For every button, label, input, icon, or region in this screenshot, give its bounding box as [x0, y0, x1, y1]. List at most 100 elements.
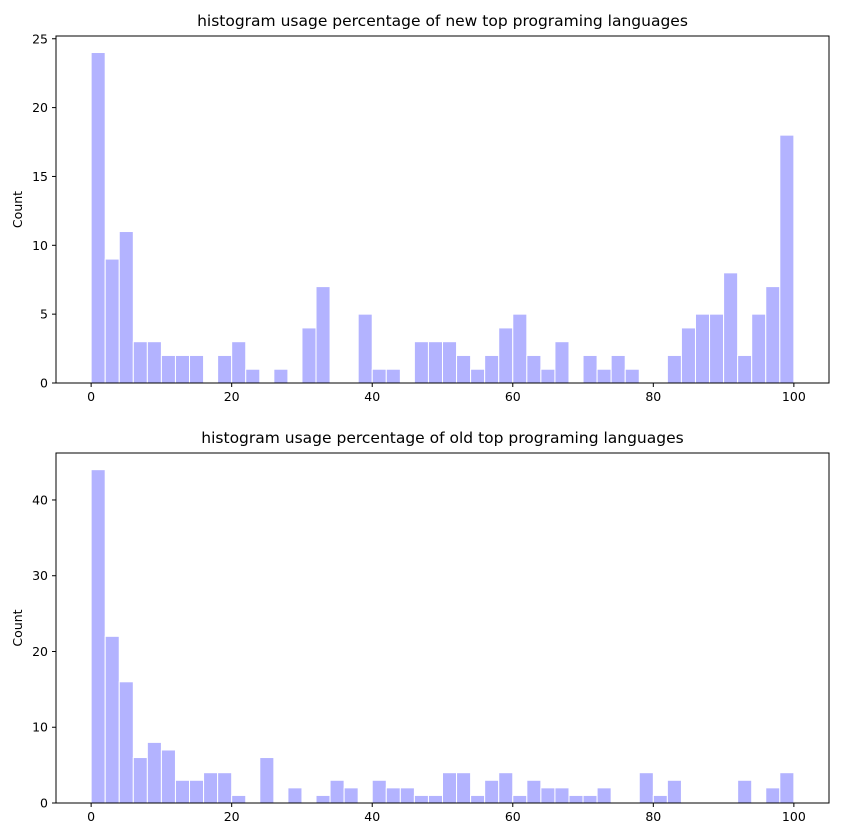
histogram-bar — [568, 794, 584, 804]
histogram-bar — [146, 741, 162, 804]
histogram-bar — [427, 794, 444, 804]
x-tick-label: 0 — [87, 809, 95, 824]
y-tick-label: 15 — [32, 169, 48, 184]
histogram-bar — [287, 787, 303, 804]
histogram-bar — [315, 794, 331, 804]
y-tick-label: 0 — [40, 376, 48, 391]
histogram-bar — [301, 327, 317, 384]
histogram-bar — [189, 354, 205, 384]
histogram-bar — [104, 635, 120, 804]
histogram-bar — [751, 313, 767, 384]
y-tick-label: 10 — [32, 238, 48, 253]
histogram-bar — [371, 368, 387, 384]
x-tick-label: 40 — [364, 389, 380, 404]
x-tick-label: 20 — [224, 389, 240, 404]
histogram-bar — [526, 354, 542, 384]
chart-title: histogram usage percentage of old top pr… — [201, 429, 683, 447]
histogram-bar — [118, 231, 134, 384]
x-tick-label: 100 — [782, 389, 806, 404]
histogram-bar — [245, 368, 261, 384]
histogram-bar — [160, 749, 176, 804]
histogram-bar — [765, 286, 781, 384]
histogram-bar — [217, 354, 233, 384]
histogram-bar — [554, 341, 570, 384]
chart-panel-new: 0 20 40 60 80 100 0 5 10 15 20 25 histogram usage pe… — [10, 12, 830, 404]
histogram-bar — [456, 354, 472, 384]
y-tick-label: 40 — [32, 492, 48, 507]
histogram-bar — [540, 368, 556, 384]
y-tick-label: 5 — [40, 307, 48, 322]
histogram-bar — [779, 772, 795, 804]
histogram-bar — [694, 313, 711, 384]
y-tick-label: 10 — [32, 720, 48, 735]
histogram-bar — [90, 469, 106, 804]
histogram-bar — [470, 794, 486, 804]
y-tick-label: 20 — [32, 644, 48, 659]
histogram-bar — [329, 779, 345, 804]
x-tick-label: 60 — [505, 809, 521, 824]
histogram-bar — [498, 772, 514, 804]
x-tick-label: 0 — [87, 389, 95, 404]
histogram-bar — [174, 779, 191, 804]
plot-frame — [55, 452, 830, 804]
histogram-bar — [652, 794, 668, 804]
y-tick-label: 30 — [32, 568, 48, 583]
x-tick-label: 40 — [364, 809, 380, 824]
x-tick-label: 100 — [782, 809, 806, 824]
histogram-bar — [442, 341, 458, 384]
histogram-bar — [582, 794, 598, 804]
histogram-bar — [779, 134, 795, 384]
histogram-bar — [484, 354, 500, 384]
histogram-bar — [737, 779, 753, 804]
histogram-bar — [596, 368, 612, 384]
histogram-bar — [624, 368, 640, 384]
chart-panel-old: 0 20 40 60 80 100 0 10 20 30 40 histogram usage per… — [10, 429, 830, 824]
histogram-bar — [526, 779, 542, 804]
histogram-bar — [596, 787, 612, 804]
x-tick-label: 60 — [505, 389, 521, 404]
histogram-bar — [203, 772, 219, 804]
histogram-bar — [146, 341, 162, 384]
histogram-bar — [512, 313, 528, 384]
histogram-bar — [385, 787, 401, 804]
histogram-bar — [160, 354, 176, 384]
histogram-bar — [723, 272, 739, 384]
histogram-bar — [189, 779, 205, 804]
histogram-bar — [371, 779, 387, 804]
histogram-bar — [385, 368, 401, 384]
histogram-bar — [484, 779, 500, 804]
x-tick-label: 20 — [224, 809, 240, 824]
plot-frame — [55, 35, 830, 384]
histogram-bar — [470, 368, 486, 384]
histogram-bar — [217, 772, 233, 804]
histogram-bar — [357, 313, 373, 384]
y-axis-label: Count — [10, 609, 25, 646]
chart-title: histogram usage percentage of new top pr… — [197, 12, 688, 30]
histogram-bar — [132, 341, 148, 384]
x-tick-label: 80 — [645, 809, 661, 824]
histogram-bar — [174, 354, 191, 384]
histogram-bar — [666, 354, 682, 384]
histogram-bar — [554, 787, 570, 804]
histogram-bar — [512, 794, 528, 804]
y-tick-label: 25 — [32, 31, 48, 46]
histogram-bar — [231, 794, 247, 804]
histogram-bar — [638, 772, 654, 804]
histogram-bar — [442, 772, 458, 804]
histogram-bar — [498, 327, 514, 384]
histogram-bar — [765, 787, 781, 804]
histogram-bar — [680, 327, 696, 384]
histogram-bar — [90, 52, 106, 384]
histogram-bar — [104, 258, 120, 384]
y-axis-label: Count — [10, 191, 25, 228]
x-tick-label: 80 — [645, 389, 661, 404]
histogram-bar — [427, 341, 444, 384]
histogram-bar — [315, 286, 331, 384]
histogram-bar — [413, 341, 429, 384]
histogram-bar — [666, 779, 682, 804]
histogram-bar — [259, 757, 275, 804]
histogram-bar — [413, 794, 429, 804]
histogram-bar — [231, 341, 247, 384]
histogram-bar — [456, 772, 472, 804]
histogram-bar — [610, 354, 626, 384]
